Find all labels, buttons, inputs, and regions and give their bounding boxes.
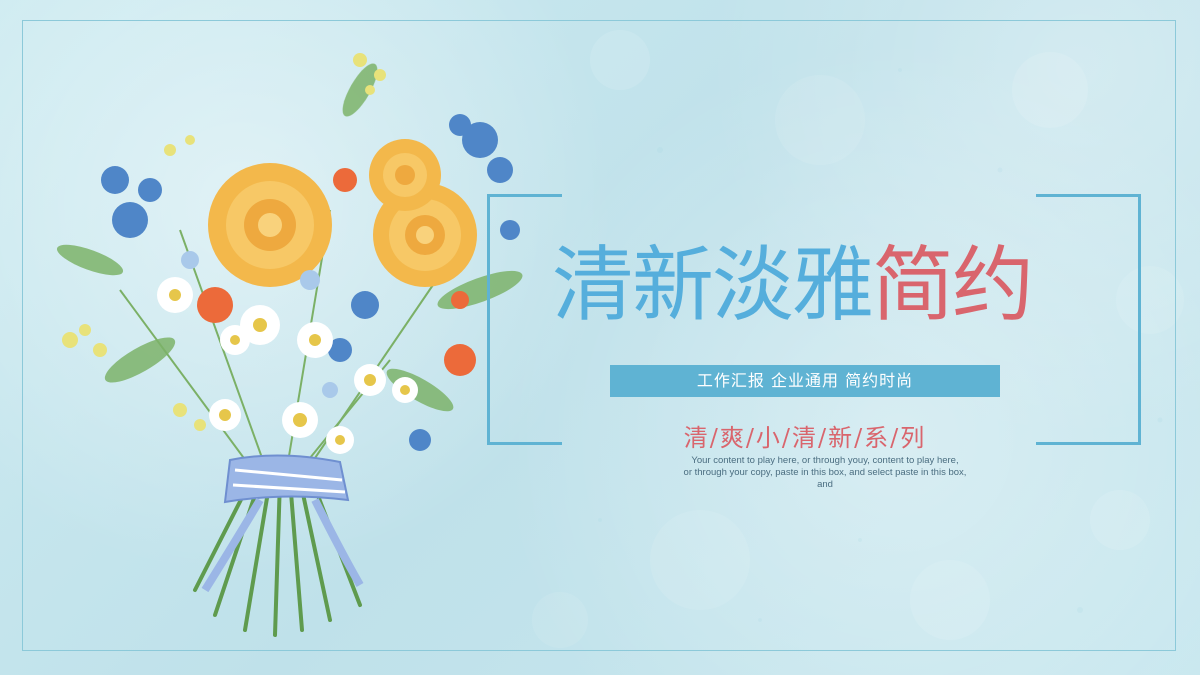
slide-title: 清新淡雅简约 <box>552 236 1034 336</box>
bracket-right <box>1036 194 1141 445</box>
description-line: or through your copy, paste in this box,… <box>683 467 967 478</box>
description-text: Your content to play here, or through yo… <box>640 455 1010 491</box>
yellow-rose <box>369 139 441 211</box>
series-label: 清/爽/小/清/新/系/列 <box>683 424 927 452</box>
description-line: and <box>817 479 833 490</box>
subtitle-bar: 工作汇报 企业通用 简约时尚 <box>610 365 1000 397</box>
title-part-blue: 清新淡雅 <box>552 238 874 333</box>
yellow-rose <box>208 163 332 287</box>
flower-bouquet-illustration <box>56 53 523 637</box>
ribbon <box>201 454 364 593</box>
title-part-red: 简约 <box>872 238 1034 333</box>
bracket-left <box>487 194 562 445</box>
description-line: Your content to play here, or through yo… <box>691 455 959 466</box>
white-daisies <box>157 277 418 454</box>
slide-frame <box>22 20 1176 651</box>
